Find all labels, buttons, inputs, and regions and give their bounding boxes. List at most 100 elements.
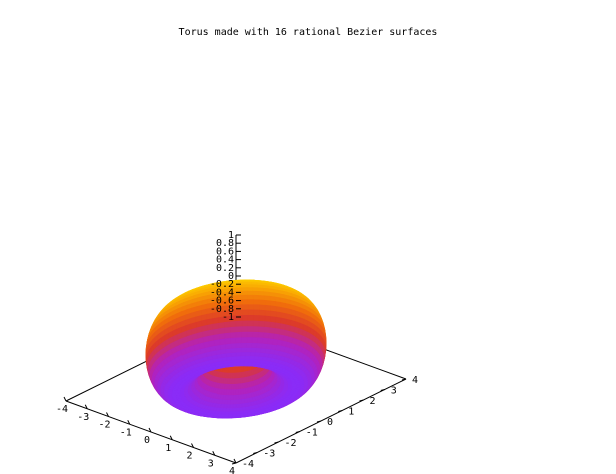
y-tick-mark — [231, 462, 237, 465]
surface-facet — [218, 322, 225, 330]
surface-facet — [247, 294, 254, 301]
surface-facet — [269, 321, 276, 329]
surface-facet — [251, 337, 259, 344]
surface-facet — [257, 326, 265, 334]
surface-facet — [235, 320, 243, 328]
surface-facet — [235, 304, 243, 311]
surface-facet — [264, 304, 271, 312]
surface-facet — [245, 347, 252, 353]
torus-surface — [145, 279, 327, 419]
surface-facet — [246, 337, 253, 344]
surface-facet — [257, 291, 265, 297]
y-tick-label: -4 — [242, 459, 254, 470]
surface-facet — [229, 326, 237, 334]
surface-facet — [241, 309, 249, 316]
surface-facet — [235, 294, 243, 301]
surface-facet — [240, 351, 247, 357]
surface-facet — [258, 299, 266, 306]
surface-facet — [241, 331, 248, 338]
x-tick-label: 3 — [208, 458, 214, 469]
surface-facet — [247, 304, 254, 311]
surface-facet — [240, 347, 247, 353]
x-tick-label: -4 — [56, 404, 68, 415]
surface-facet — [241, 284, 248, 289]
y-tick-label: -2 — [285, 438, 297, 449]
surface-facet — [230, 342, 237, 349]
surface-facet — [235, 398, 240, 405]
surface-facet — [253, 299, 260, 306]
surface-facet — [235, 394, 240, 400]
surface-facet — [235, 378, 239, 385]
x-tick-label: -1 — [120, 427, 132, 438]
chart-title: Torus made with 16 rational Bezier surfa… — [178, 27, 438, 38]
surface-facet — [241, 304, 249, 311]
y-tick-label: 2 — [370, 396, 376, 407]
surface-facet — [258, 295, 265, 301]
surface-facet — [245, 342, 253, 348]
surface-facet — [245, 351, 252, 357]
surface-facet — [224, 332, 231, 340]
z-tick-label: 1 — [228, 230, 234, 241]
x-tick-label: 4 — [229, 466, 235, 474]
surface-facet — [241, 290, 248, 296]
surface-facet — [252, 294, 260, 301]
surface-facet — [230, 351, 237, 357]
surface-facet — [241, 315, 249, 322]
surface-facet — [263, 321, 271, 328]
x-tick-label: -3 — [77, 412, 89, 423]
surface-facet — [250, 342, 258, 349]
surface-facet — [250, 347, 257, 353]
surface-facet — [218, 327, 226, 335]
surface-facet — [235, 342, 242, 349]
surface-facet — [247, 315, 254, 322]
surface-facet — [235, 407, 240, 412]
surface-facet — [245, 282, 253, 286]
surface-facet — [219, 338, 226, 346]
surface-facet — [247, 299, 254, 305]
surface-facet — [241, 287, 248, 292]
surface-facet — [264, 310, 271, 317]
surface-facet — [246, 284, 253, 288]
surface-facet — [263, 326, 270, 334]
surface-facet — [235, 337, 242, 344]
surface-facet — [230, 332, 237, 339]
y-tick-label: -3 — [263, 449, 275, 460]
y-tick-label: 0 — [327, 417, 333, 428]
surface-facet — [241, 299, 249, 306]
x-tick-mark — [63, 396, 67, 402]
surface-facet — [235, 355, 242, 360]
x-tick-label: 2 — [186, 451, 192, 462]
x-tick-label: 0 — [144, 435, 150, 446]
surface-facet — [235, 331, 242, 339]
surface-facet — [247, 309, 254, 316]
surface-facet — [256, 337, 264, 344]
surface-facet — [268, 327, 276, 335]
surface-facet — [235, 315, 243, 322]
surface-facet — [270, 310, 277, 318]
surface-facet — [235, 351, 242, 357]
surface-facet — [252, 290, 260, 296]
surface-facet — [235, 347, 242, 353]
surface-facet — [262, 332, 270, 339]
surface-facet — [225, 343, 232, 350]
surface-facet — [235, 309, 243, 317]
surface-facet — [241, 294, 248, 301]
surface-facet — [253, 315, 260, 322]
surface-facet — [224, 338, 231, 345]
x-tick-label: -2 — [98, 420, 110, 431]
surface-facet — [235, 372, 239, 379]
surface-facet — [257, 332, 265, 339]
surface-facet — [264, 315, 271, 323]
surface-facet — [235, 389, 239, 396]
y-tick-label: -1 — [306, 428, 318, 439]
surface-facet — [252, 287, 259, 292]
surface-facet — [247, 320, 254, 327]
surface-facet — [264, 299, 271, 307]
surface-facet — [258, 315, 266, 322]
surface-facet — [235, 290, 243, 296]
surface-facet — [252, 331, 259, 339]
surface-facet — [252, 320, 260, 328]
surface-facet — [246, 290, 254, 296]
